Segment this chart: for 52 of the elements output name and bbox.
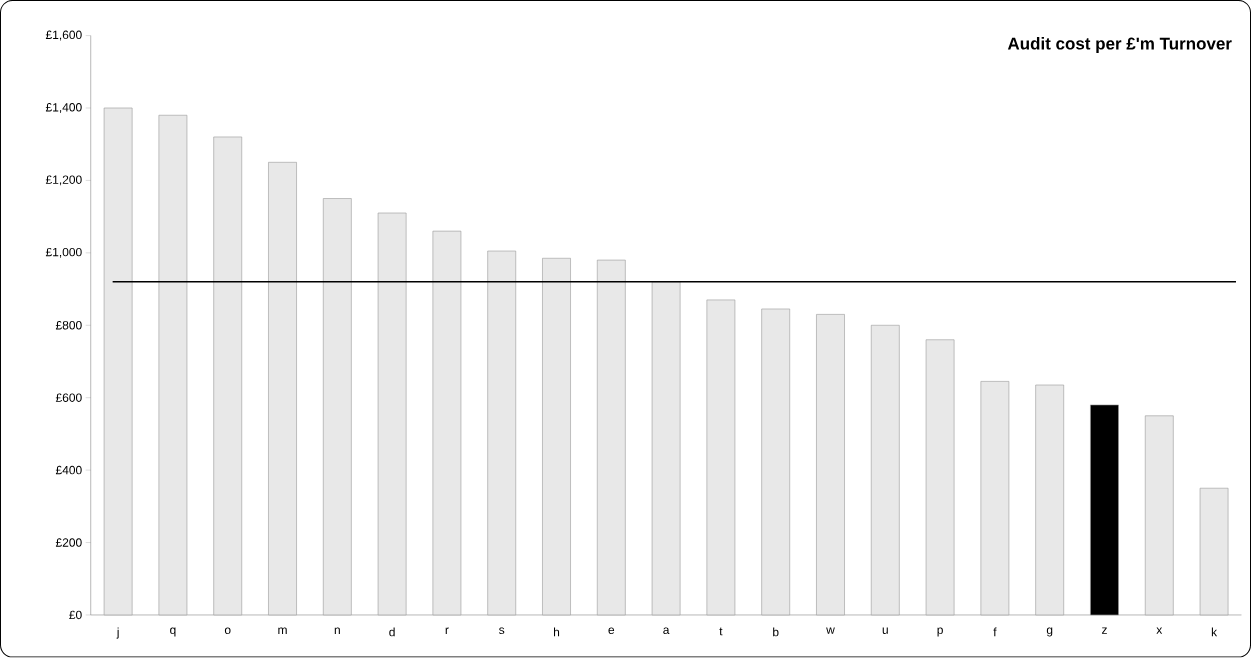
x-tick-label: h: [554, 627, 560, 637]
bar: [816, 314, 845, 616]
x-tick-label: j: [116, 627, 119, 639]
x-tick-label: t: [719, 627, 723, 636]
bar: [213, 136, 243, 616]
bar: [651, 281, 681, 616]
bar: [1144, 415, 1174, 616]
y-tick-label: £0: [69, 610, 82, 620]
x-tick-label: m: [278, 627, 287, 635]
x-tick-label: x: [1156, 627, 1163, 635]
bar: [322, 198, 352, 616]
bar: [377, 212, 407, 616]
bar: [706, 299, 736, 616]
x-tick-label: e: [608, 627, 615, 635]
bar: [268, 162, 297, 616]
x-tick-label: f: [993, 627, 997, 637]
x-tick-label: u: [882, 627, 888, 635]
bar: [596, 260, 626, 616]
bar: [1090, 404, 1119, 616]
y-tick-label: £1,400: [45, 103, 82, 114]
x-tick-label: g: [1046, 627, 1053, 637]
x-tick-label: o: [224, 627, 231, 635]
x-tick-label: z: [1101, 627, 1107, 635]
x-tick-label: d: [389, 627, 395, 637]
x-tick-label: q: [170, 627, 176, 637]
x-tick-label: p: [937, 627, 943, 637]
x-tick-label: a: [663, 627, 670, 635]
x-tick-label: n: [334, 627, 340, 635]
bar: [980, 381, 1010, 616]
x-tick-label: b: [773, 627, 779, 637]
bar: [542, 258, 571, 616]
y-tick-label: £1,000: [45, 248, 82, 259]
bar: [1199, 488, 1229, 616]
bar: [432, 231, 462, 616]
bar: [925, 339, 955, 616]
x-tick-label: r: [445, 627, 449, 635]
x-tick-label: w: [826, 627, 835, 635]
x-tick-label: s: [499, 627, 505, 635]
x-tick-label: k: [1211, 627, 1218, 637]
y-tick-label: £200: [55, 538, 82, 547]
bar: [870, 325, 900, 616]
y-tick-label: £400: [55, 466, 82, 475]
chart-title: Audit cost per £'m Turnover: [1007, 37, 1232, 54]
bar: [487, 250, 517, 616]
bar: [103, 107, 133, 616]
y-tick-label: £1,600: [45, 30, 82, 41]
y-tick-label: £600: [55, 393, 82, 403]
bar: [761, 308, 791, 616]
y-tick-label: £800: [55, 321, 82, 330]
bar: [1035, 384, 1065, 616]
y-tick-label: £1,200: [45, 175, 82, 186]
bar: [158, 115, 188, 616]
